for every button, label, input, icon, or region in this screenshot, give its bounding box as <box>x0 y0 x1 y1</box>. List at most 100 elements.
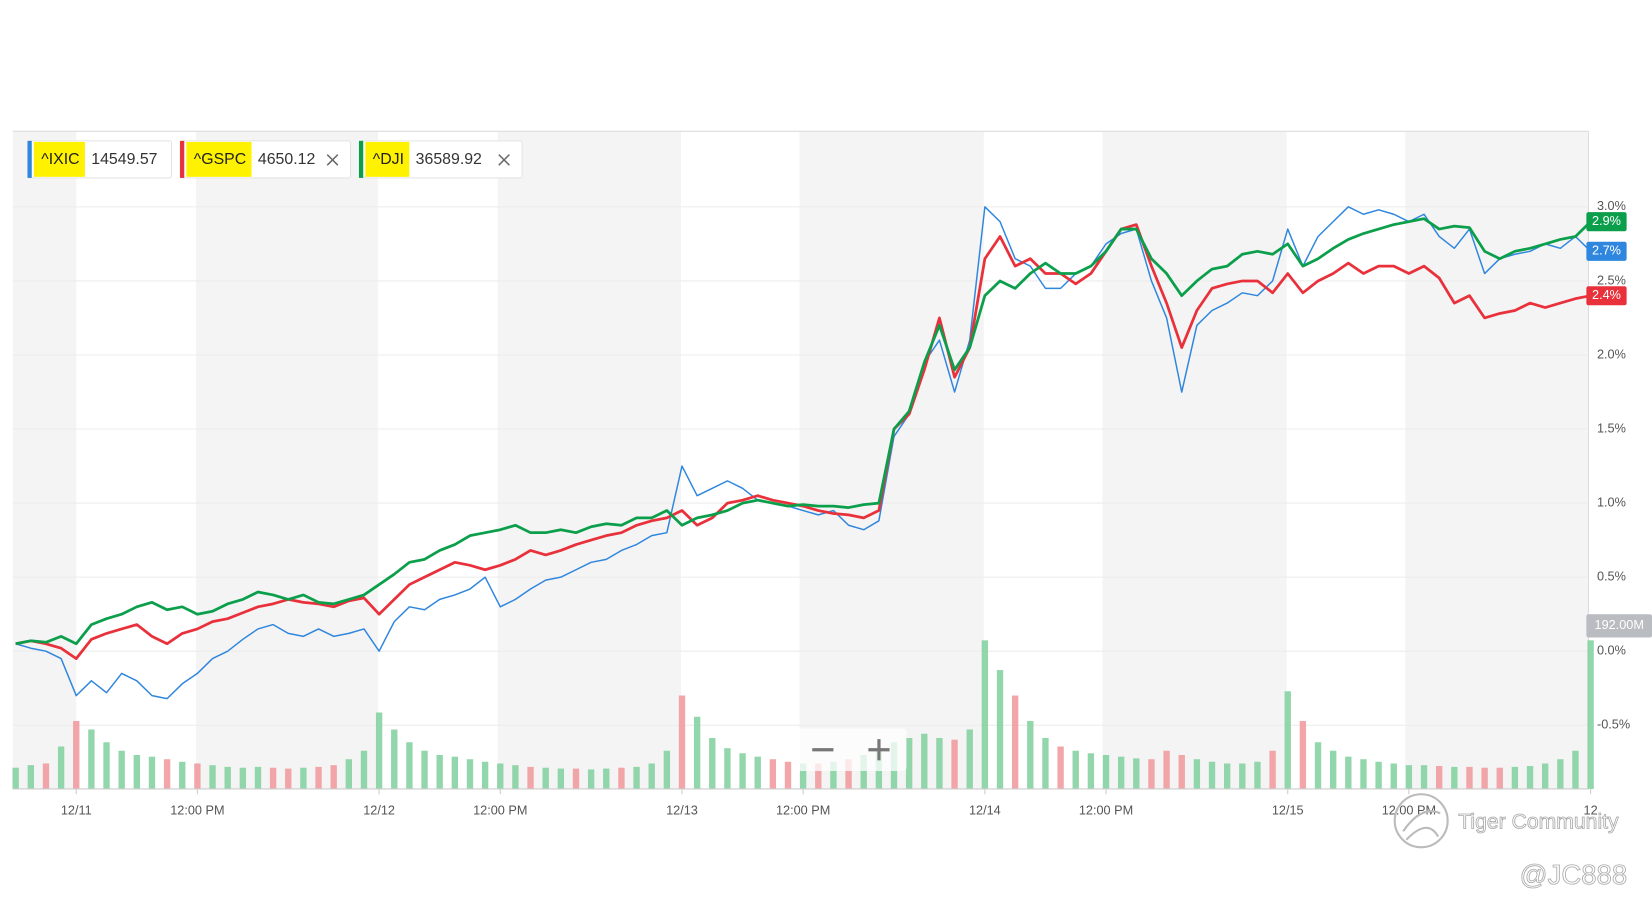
volume-bar <box>603 768 610 789</box>
watermark-logo-mark <box>1402 810 1441 841</box>
zoom-in[interactable] <box>868 739 890 761</box>
volume-bar <box>724 748 731 789</box>
volume-bar <box>118 750 125 789</box>
legend-swatch <box>359 140 364 178</box>
watermark-brand: Tiger Community <box>1458 810 1619 833</box>
volume-bar <box>466 759 474 789</box>
volume-bar <box>936 737 943 789</box>
volume-bar <box>663 750 671 789</box>
volume-bar <box>1254 761 1261 789</box>
x-tick-label: 12 <box>1584 804 1598 818</box>
volume-bar <box>1466 766 1473 789</box>
y-tick-label: 1.5% <box>1597 421 1626 435</box>
volume-bar <box>981 640 989 789</box>
name-highlight <box>186 141 252 177</box>
x-tick-label: 12/13 <box>666 804 698 818</box>
x-tick-label: 12/12 <box>363 804 395 818</box>
y-tick-label: 0.5% <box>1597 570 1626 584</box>
volume-bar <box>73 721 80 789</box>
y-tick-label: 1.0% <box>1597 495 1626 509</box>
volume-bar <box>1117 756 1125 789</box>
volume-bar <box>784 761 792 789</box>
volume-bar <box>57 746 65 789</box>
legend-name: ^DJI <box>373 151 404 168</box>
x-tick-label: 12/15 <box>1272 804 1304 818</box>
volume-bar <box>572 768 580 789</box>
volume-bar <box>860 754 867 789</box>
legend-item[interactable]: ^IXIC 14549.57 <box>27 140 173 179</box>
volume-bar <box>375 712 383 789</box>
session-band <box>1102 131 1287 789</box>
watermark-logo <box>1393 793 1449 849</box>
legend-item[interactable]: ^GSPC 4650.12 <box>179 140 352 179</box>
legend-item[interactable]: ^DJI 36589.92 <box>358 140 523 179</box>
volume-bar <box>542 767 549 789</box>
volume-bar <box>224 766 231 789</box>
volume-bar <box>1163 750 1170 789</box>
x-tick-label: 12:00 PM <box>1079 804 1133 818</box>
y-tick-label: -0.5% <box>1597 718 1630 732</box>
legend-swatch <box>180 140 185 178</box>
volume-bar <box>1436 766 1443 789</box>
volume-bar <box>905 737 913 789</box>
volume-bar <box>951 739 958 789</box>
volume-bar <box>921 733 928 789</box>
volume-bar <box>391 729 398 789</box>
volume-bar <box>693 716 701 789</box>
volume-bar <box>1587 640 1594 789</box>
volume-bar <box>1042 737 1049 789</box>
x-tick-label: 12:00 PM <box>473 804 527 818</box>
volume-bar <box>345 759 353 789</box>
last-value-box <box>1586 241 1627 261</box>
x-tick-label: 12/14 <box>969 804 1001 818</box>
last-value-label: 2.7% <box>1592 244 1621 258</box>
watermark-user: @JC888 <box>1520 859 1627 890</box>
volume-bar <box>618 767 625 789</box>
volume-bar <box>1511 766 1519 789</box>
volume-bar <box>1542 763 1549 789</box>
volume-bar <box>1557 759 1564 789</box>
volume-bar <box>148 756 156 789</box>
volume-bar <box>1451 766 1458 789</box>
volume-bar <box>1178 754 1185 789</box>
volume-bar <box>421 750 428 789</box>
last-value-label: 2.4% <box>1592 288 1621 302</box>
volume-bar <box>1572 750 1579 789</box>
volume-bar <box>315 766 322 789</box>
volume-bar <box>360 750 368 789</box>
legend-name: ^IXIC <box>41 151 79 168</box>
volume-bar <box>254 766 262 789</box>
session-band <box>1405 131 1589 789</box>
volume-bar <box>103 742 110 789</box>
volume-bar <box>1329 750 1337 789</box>
volume-bar <box>754 756 761 789</box>
volume-bar <box>966 729 973 789</box>
y-tick-label: 0.0% <box>1597 644 1626 658</box>
volume-bar <box>1345 756 1352 789</box>
volume-bar <box>587 769 595 789</box>
volume-bar <box>42 763 50 789</box>
volume-max-box <box>1586 614 1652 638</box>
volume-bar <box>1193 759 1201 789</box>
volume-bar <box>133 754 140 789</box>
legend-close[interactable] <box>498 154 510 166</box>
volume-bar <box>1420 765 1428 789</box>
legend-quote: 36589.92 <box>416 151 482 168</box>
volume-bar <box>1405 765 1413 789</box>
volume-bar <box>1011 695 1019 789</box>
volume-bar <box>497 763 504 789</box>
volume-bar <box>815 763 822 789</box>
volume-bar <box>1284 691 1291 789</box>
legend-name: ^GSPC <box>194 151 246 168</box>
y-tick-label: 2.0% <box>1597 347 1626 361</box>
volume-bar <box>1269 750 1276 789</box>
volume-bar <box>406 742 413 789</box>
chart-root: -0.5% 0.0% 0.5% 1.0% 1.5% 2.0% 2.5% 3.0% 192.00M… <box>12 130 1652 891</box>
volume-bar <box>481 761 489 789</box>
volume-bar <box>996 670 1004 789</box>
volume-bar <box>330 765 337 789</box>
volume-bar <box>1102 754 1110 789</box>
legend-close[interactable] <box>326 154 339 166</box>
